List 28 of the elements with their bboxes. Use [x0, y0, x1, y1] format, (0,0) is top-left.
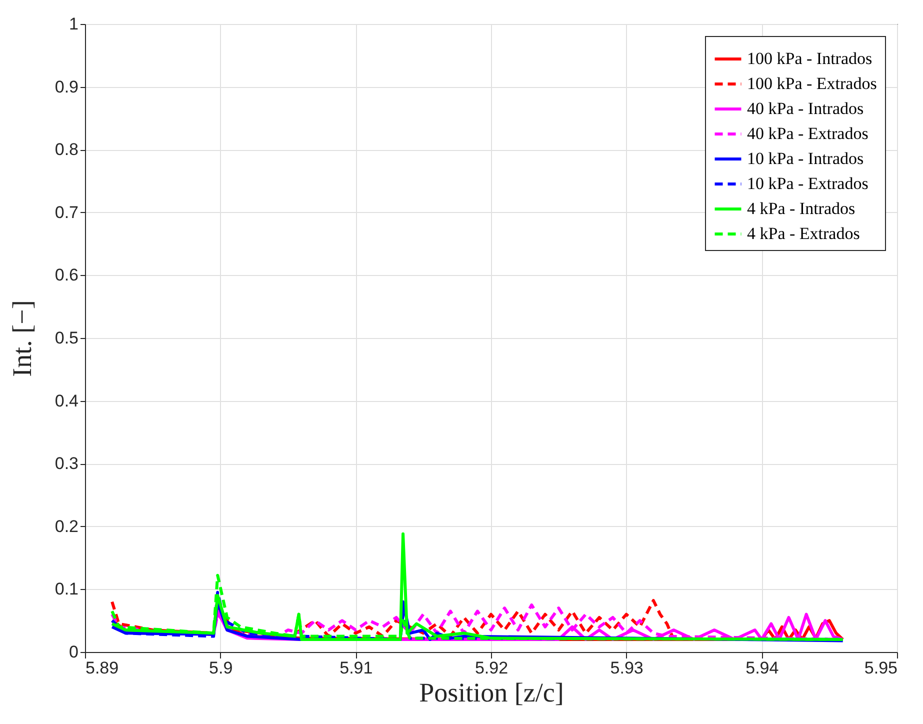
- x-tick-label: 5.93: [610, 658, 644, 678]
- y-tick-label: 0.7: [54, 202, 78, 222]
- legend-label: 10 kPa - Intrados: [747, 149, 864, 168]
- y-axis-title: Int. [−]: [6, 300, 37, 377]
- y-tick-label: 0.3: [54, 454, 78, 474]
- y-tick-label: 0.6: [54, 266, 78, 285]
- y-tick-label: 0.9: [54, 77, 78, 96]
- legend-label: 40 kPa - Extrados: [747, 124, 868, 143]
- x-tick-label: 5.92: [474, 658, 508, 678]
- x-tick-label: 5.91: [340, 658, 373, 678]
- x-tick-label: 5.9: [209, 658, 233, 678]
- y-tick-label: 0.5: [54, 328, 78, 348]
- y-tick-label: 0: [69, 642, 78, 662]
- legend-label: 100 kPa - Intrados: [747, 49, 872, 68]
- y-tick-label: 1: [69, 14, 78, 34]
- y-tick-label: 0.1: [54, 580, 78, 599]
- y-tick-label: 0.2: [54, 516, 78, 536]
- x-tick-label: 5.94: [746, 658, 779, 678]
- y-tick-label: 0.8: [54, 140, 78, 160]
- legend-label: 10 kPa - Extrados: [747, 174, 868, 193]
- x-axis-title: Position [z/c]: [419, 678, 564, 708]
- x-tick-label: 5.95: [864, 658, 898, 678]
- x-tick-label: 5.89: [86, 658, 119, 678]
- legend-label: 4 kPa - Extrados: [747, 224, 860, 243]
- legend-label: 40 kPa - Intrados: [747, 99, 864, 118]
- legend-label: 100 kPa - Extrados: [747, 74, 877, 93]
- y-tick-label: 0.4: [54, 391, 78, 410]
- legend-label: 4 kPa - Intrados: [747, 199, 856, 218]
